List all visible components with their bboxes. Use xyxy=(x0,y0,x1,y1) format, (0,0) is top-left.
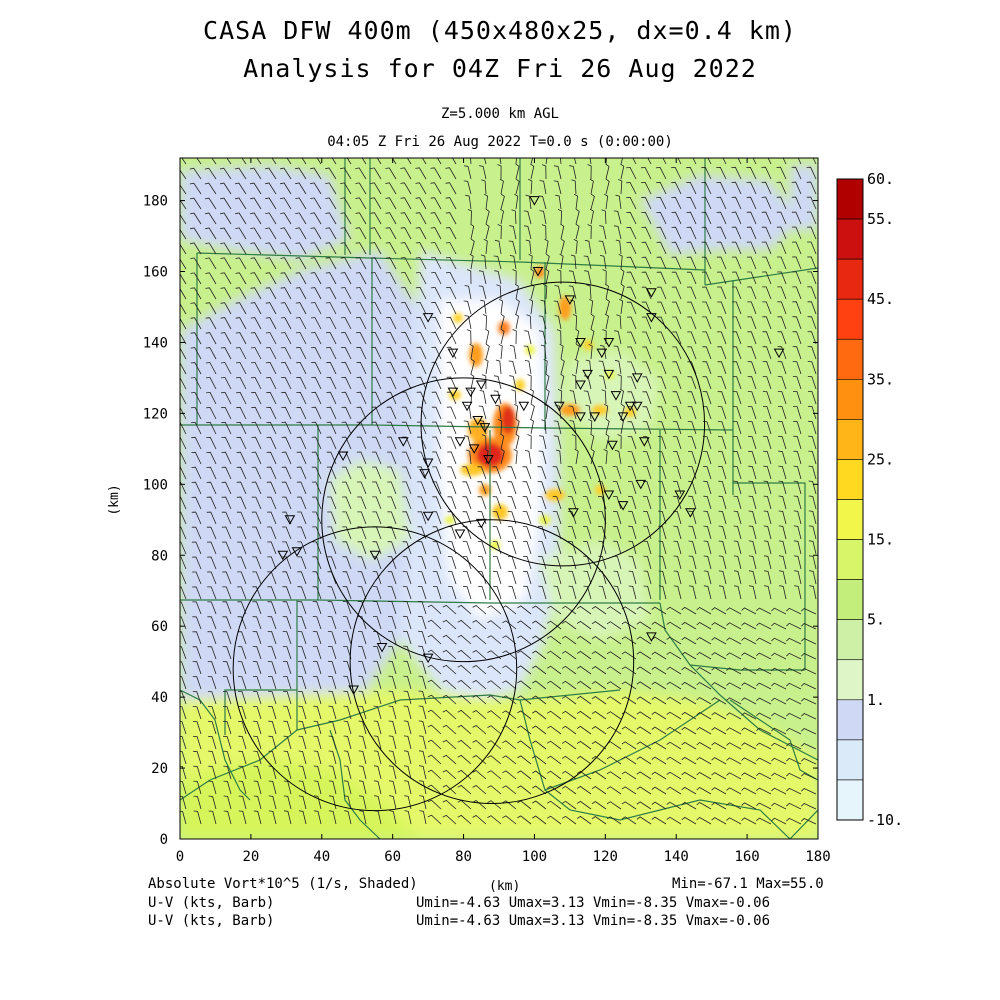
colorbar-label: 45. xyxy=(867,290,894,308)
field-min-max: Min=-67.1 Max=55.0 xyxy=(672,876,824,892)
x-axis-unit: (km) xyxy=(489,879,520,894)
x-tick-label: 100 xyxy=(522,849,547,865)
x-tick-label: 0 xyxy=(176,849,184,865)
colorbar-label: 55. xyxy=(867,210,894,228)
y-axis-label: (km) xyxy=(107,484,122,515)
x-tick-label: 40 xyxy=(313,849,330,865)
colorbar-segment xyxy=(837,299,863,339)
colorbar-segment xyxy=(837,379,863,419)
colorbar: 60. 55. 45. 35. 25. 15. 5. 1. -10. xyxy=(837,170,903,829)
colorbar-segment xyxy=(837,780,863,820)
x-tick-label: 20 xyxy=(242,849,259,865)
field-name: Absolute Vort*10^5 (1/s, Shaded) xyxy=(148,876,418,892)
colorbar-label: 25. xyxy=(867,450,894,468)
colorbar-segment xyxy=(837,459,863,499)
colorbar-label: 60. xyxy=(867,170,894,188)
x-tick-label: 60 xyxy=(384,849,401,865)
colorbar-segment xyxy=(837,419,863,459)
colorbar-segment xyxy=(837,660,863,700)
x-tick-label: 180 xyxy=(805,849,830,865)
colorbar-label: 35. xyxy=(867,370,894,388)
colorbar-label: -10. xyxy=(867,811,903,829)
wind-label-1: U-V (kts, Barb) xyxy=(148,895,274,911)
colorbar-segment xyxy=(837,580,863,620)
wind-label-2: U-V (kts, Barb) xyxy=(148,913,274,929)
x-tick-label: 160 xyxy=(734,849,759,865)
y-tick-label: 80 xyxy=(151,548,168,564)
y-tick-label: 100 xyxy=(143,477,168,493)
colorbar-segment xyxy=(837,179,863,219)
colorbar-segment xyxy=(837,259,863,299)
colorbar-segment xyxy=(837,540,863,580)
colorbar-segment xyxy=(837,620,863,660)
colorbar-segment xyxy=(837,219,863,259)
x-tick-label: 120 xyxy=(593,849,618,865)
wind-stats-2: Umin=-4.63 Umax=3.13 Vmin=-8.35 Vmax=-0.… xyxy=(416,913,770,929)
y-tick-label: 180 xyxy=(143,194,168,210)
x-tick-label: 140 xyxy=(664,849,689,865)
y-tick-label: 160 xyxy=(143,265,168,281)
colorbar-segment xyxy=(837,740,863,780)
x-tick-label: 80 xyxy=(455,849,472,865)
colorbar-segment xyxy=(837,500,863,540)
y-tick-label: 60 xyxy=(151,619,168,635)
y-tick-label: 140 xyxy=(143,335,168,351)
y-tick-label: 0 xyxy=(160,832,168,848)
colorbar-label: 15. xyxy=(867,531,894,549)
colorbar-segment xyxy=(837,700,863,740)
colorbar-label: 1. xyxy=(867,691,885,709)
y-tick-label: 40 xyxy=(151,690,168,706)
wind-stats-1: Umin=-4.63 Umax=3.13 Vmin=-8.35 Vmax=-0.… xyxy=(416,895,770,911)
y-tick-label: 120 xyxy=(143,406,168,422)
colorbar-label: 5. xyxy=(867,611,885,629)
colorbar-segment xyxy=(837,339,863,379)
y-tick-label: 20 xyxy=(151,761,168,777)
